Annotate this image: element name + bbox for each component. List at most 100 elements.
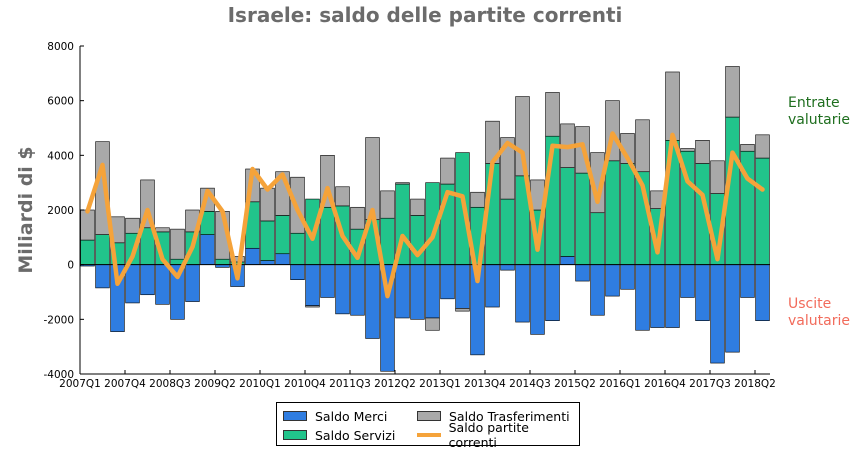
bar-saldo-trasferimenti-2016q2 bbox=[635, 119, 650, 173]
bar-saldo-trasferimenti-2013q3 bbox=[470, 191, 485, 208]
bar-saldo-merci-2010q3 bbox=[290, 264, 305, 281]
bar-saldo-merci-2017q1 bbox=[680, 264, 695, 298]
bar-saldo-merci-2015q4 bbox=[605, 264, 620, 297]
x-tick-label: 2007Q1 bbox=[59, 378, 101, 390]
legend-swatch-saldo-servizi bbox=[283, 430, 307, 440]
bar-saldo-trasferimenti-2007q4 bbox=[125, 217, 140, 234]
bar-saldo-trasferimenti-2008q2 bbox=[155, 227, 170, 233]
bar-saldo-servizi-2015q2 bbox=[575, 172, 590, 265]
bar-saldo-merci-2016q3 bbox=[650, 264, 665, 328]
chart-title: Israele: saldo delle partite correnti bbox=[228, 3, 623, 27]
bar-saldo-trasferimenti-2008q3 bbox=[170, 228, 185, 260]
bar-saldo-merci-2012q3 bbox=[410, 264, 425, 320]
bar-saldo-servizi-2009q2 bbox=[215, 258, 230, 265]
bar-saldo-trasferimenti-2014q1 bbox=[500, 137, 515, 200]
bar-saldo-merci-2015q2 bbox=[575, 264, 590, 282]
legend-swatch-saldo-trasferimenti bbox=[417, 411, 441, 421]
y-tick-label: 0 bbox=[67, 260, 74, 272]
bar-saldo-trasferimenti-2011q2 bbox=[335, 186, 350, 207]
bars-group bbox=[80, 66, 770, 372]
x-tick-label: 2010Q1 bbox=[239, 378, 281, 390]
bar-saldo-servizi-2007q2 bbox=[95, 234, 110, 265]
bar-saldo-trasferimenti-2017q4 bbox=[725, 66, 740, 118]
bar-saldo-trasferimenti-2013q1 bbox=[440, 157, 455, 185]
legend-label-saldo-trasferimenti: Saldo Trasferimenti bbox=[449, 408, 570, 424]
bar-saldo-merci-2017q4 bbox=[725, 264, 740, 353]
bar-saldo-merci-2009q1 bbox=[200, 234, 215, 265]
y-tick-label: 4000 bbox=[47, 150, 74, 162]
bar-saldo-servizi-2015q3 bbox=[590, 212, 605, 265]
legend-item-saldo-servizi: Saldo Servizi bbox=[283, 426, 395, 444]
bar-saldo-trasferimenti-2016q4 bbox=[665, 71, 680, 141]
bar-saldo-merci-2018q2 bbox=[755, 264, 770, 322]
bar-saldo-trasferimenti-2011q3 bbox=[350, 206, 365, 230]
bar-saldo-merci-2016q2 bbox=[635, 264, 650, 331]
x-tick-label: 2016Q1 bbox=[599, 378, 641, 390]
bar-saldo-merci-2011q2 bbox=[335, 264, 350, 315]
bar-saldo-merci-2015q1 bbox=[560, 256, 575, 265]
x-tick-label: 2018Q2 bbox=[734, 378, 776, 390]
bar-saldo-merci-2008q1 bbox=[140, 264, 155, 296]
bar-saldo-merci-2010q1 bbox=[260, 260, 275, 265]
bar-saldo-servizi-2015q4 bbox=[605, 160, 620, 265]
bar-saldo-merci-2010q4 bbox=[305, 264, 320, 306]
bar-saldo-merci-2011q4 bbox=[365, 264, 380, 339]
legend: Saldo Merci Saldo Trasferimenti Saldo Se… bbox=[276, 402, 580, 450]
bar-saldo-trasferimenti-2012q3 bbox=[410, 198, 425, 216]
legend-item-saldo-merci: Saldo Merci bbox=[283, 407, 387, 425]
x-tick-label: 2010Q4 bbox=[284, 378, 326, 390]
bar-saldo-merci-2012q2 bbox=[395, 264, 410, 319]
bar-saldo-merci-2014q3 bbox=[530, 264, 545, 335]
bar-saldo-servizi-2018q2 bbox=[755, 157, 770, 265]
bar-saldo-merci-2017q2 bbox=[695, 264, 710, 322]
annotation-entrate-valutarie: Entrate valutarie bbox=[788, 95, 850, 128]
bar-saldo-merci-2013q2 bbox=[455, 264, 470, 309]
x-tick-label: 2009Q2 bbox=[194, 378, 236, 390]
x-tick-label: 2017Q3 bbox=[689, 378, 731, 390]
bar-saldo-trasferimenti-2012q4 bbox=[425, 317, 440, 331]
bar-saldo-trasferimenti-2017q2 bbox=[695, 140, 710, 164]
x-tick-label: 2015Q2 bbox=[554, 378, 596, 390]
bar-saldo-merci-2014q2 bbox=[515, 264, 530, 323]
bar-saldo-trasferimenti-2017q3 bbox=[710, 160, 725, 194]
bar-saldo-trasferimenti-2010q4 bbox=[305, 305, 320, 308]
bar-saldo-merci-2013q4 bbox=[485, 264, 500, 308]
bar-saldo-merci-2015q3 bbox=[590, 264, 605, 316]
annotation-uscite-valutarie: Uscite valutarie bbox=[788, 296, 850, 329]
x-tick-label: 2014Q3 bbox=[509, 378, 551, 390]
legend-label-saldo-servizi: Saldo Servizi bbox=[315, 427, 396, 443]
bar-saldo-merci-2011q3 bbox=[350, 264, 365, 316]
series-line-saldo-partite-correnti bbox=[85, 131, 765, 299]
bar-saldo-merci-2017q3 bbox=[710, 264, 725, 364]
bar-saldo-merci-2016q4 bbox=[665, 264, 680, 328]
y-axis-label: Miliardi di $ bbox=[15, 146, 37, 273]
bar-saldo-trasferimenti-2012q2 bbox=[395, 182, 410, 185]
bar-saldo-merci-2016q1 bbox=[620, 264, 635, 290]
x-tick-label: 2008Q3 bbox=[149, 378, 191, 390]
x-tick-label: 2007Q4 bbox=[104, 378, 146, 390]
bar-saldo-trasferimenti-2014q2 bbox=[515, 96, 530, 177]
bar-saldo-merci-2013q1 bbox=[440, 264, 455, 300]
x-tick-label: 2013Q4 bbox=[464, 378, 506, 390]
bar-saldo-merci-2018q1 bbox=[740, 264, 755, 298]
y-tick-label: 6000 bbox=[47, 96, 74, 108]
legend-swatch-saldo-partite-correnti bbox=[417, 433, 441, 437]
bar-saldo-servizi-2010q2 bbox=[275, 215, 290, 255]
bar-saldo-merci-2010q2 bbox=[275, 253, 290, 265]
bar-saldo-trasferimenti-2007q1 bbox=[80, 209, 95, 241]
bar-saldo-trasferimenti-2018q1 bbox=[740, 144, 755, 152]
bar-saldo-trasferimenti-2013q2 bbox=[455, 308, 470, 312]
bar-saldo-servizi-2010q1 bbox=[260, 220, 275, 261]
y-tick-label: 2000 bbox=[47, 205, 74, 217]
y-tick-label: -4000 bbox=[43, 369, 74, 381]
legend-item-saldo-trasferimenti: Saldo Trasferimenti bbox=[417, 407, 570, 425]
bar-saldo-merci-2007q4 bbox=[125, 264, 140, 304]
x-tick-label: 2013Q1 bbox=[419, 378, 461, 390]
legend-item-saldo-partite-correnti: Saldo partite correnti bbox=[417, 420, 579, 450]
bar-saldo-trasferimenti-2017q1 bbox=[680, 148, 695, 152]
bar-saldo-merci-2014q4 bbox=[545, 264, 560, 322]
bar-saldo-trasferimenti-2014q4 bbox=[545, 92, 560, 137]
bar-saldo-servizi-2015q1 bbox=[560, 167, 575, 257]
legend-label-saldo-partite-correnti: Saldo partite correnti bbox=[448, 420, 529, 450]
